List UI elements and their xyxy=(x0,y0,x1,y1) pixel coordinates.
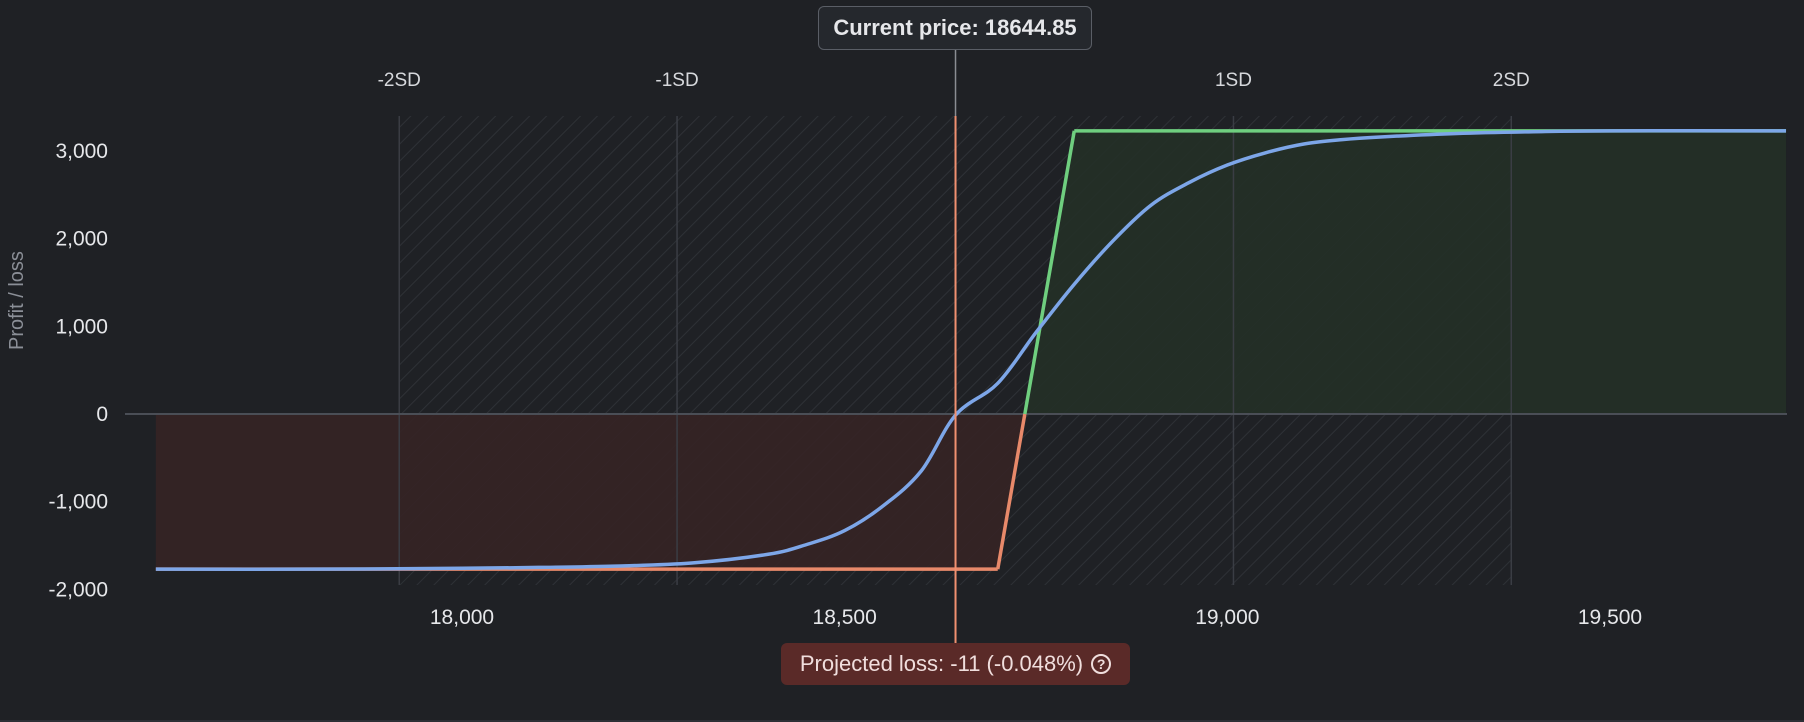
x-tick-label: 19,000 xyxy=(1195,606,1259,629)
projected-loss-badge: Projected loss: -11 (-0.048%) ? xyxy=(781,643,1130,685)
sd-label: -1SD xyxy=(655,70,698,91)
x-tick-label: 19,500 xyxy=(1578,606,1642,629)
bottom-divider xyxy=(0,720,1804,722)
y-tick-label: 3,000 xyxy=(55,140,108,163)
expiry-payoff-line xyxy=(996,413,1027,570)
current-price-tooltip: Current price: 18644.85 xyxy=(818,6,1092,50)
sd-label: -2SD xyxy=(378,70,421,91)
projected-loss-text: Projected loss: -11 (-0.048%) xyxy=(799,651,1084,676)
y-tick-label: 1,000 xyxy=(55,315,108,338)
y-tick-label: 0 xyxy=(96,403,108,426)
x-tick-label: 18,500 xyxy=(813,606,877,629)
theoretical-payoff-line xyxy=(155,129,1787,571)
y-tick-label: 2,000 xyxy=(55,228,108,251)
y-tick-label: -1,000 xyxy=(48,491,108,514)
question-circle-icon[interactable]: ? xyxy=(1091,654,1112,674)
sd-label: 2SD xyxy=(1493,70,1530,91)
loss-area xyxy=(155,414,1025,570)
y-axis-label: Profit / loss xyxy=(6,251,28,350)
y-tick-label: -2,000 xyxy=(48,578,108,601)
expiry-payoff-line xyxy=(1023,130,1076,415)
sd-label: 1SD xyxy=(1215,70,1252,91)
current-price-text: Current price: 18644.85 xyxy=(833,15,1077,40)
profit-area xyxy=(1024,130,1787,414)
x-tick-label: 18,000 xyxy=(430,606,494,629)
